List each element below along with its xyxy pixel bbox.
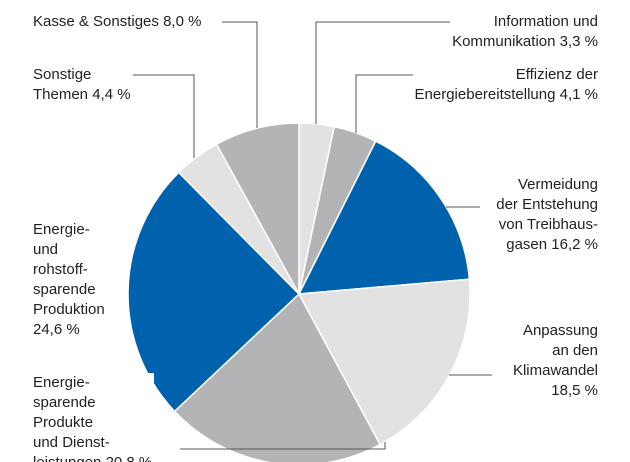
- category-name: Energie- und rohstoff- sparende Produkti…: [33, 221, 105, 318]
- leader-line: [180, 442, 386, 450]
- slice-label: Vermeidung der Entstehung von Treibhaus-…: [494, 175, 600, 255]
- slice-label: Anpassung an den Klimawandel 18,5 %: [510, 321, 600, 401]
- slice-label: Effizienz der Energiebereitstellung 4,1 …: [412, 65, 600, 105]
- value-label: 4,4 %: [92, 86, 131, 103]
- slice-label: Information und Kommunikation 3,3 %: [450, 12, 600, 52]
- value-label: 8,0 %: [163, 13, 202, 30]
- value-label: 20,8 %: [106, 454, 153, 462]
- value-label: 24,6 %: [33, 321, 80, 338]
- category-name: Sonstige Themen: [33, 66, 92, 103]
- category-name: Effizienz der Energiebereitstellung: [414, 66, 598, 103]
- category-name: Kasse & Sonstiges: [33, 13, 159, 30]
- slice-label: Sonstige Themen 4,4 %: [31, 65, 133, 105]
- category-name: Vermeidung der Entstehung von Treibhaus-…: [496, 176, 598, 253]
- leader-line: [315, 21, 462, 124]
- slice-label: Kasse & Sonstiges 8,0 %: [31, 12, 204, 32]
- value-label: 3,3 %: [559, 33, 598, 50]
- pie-slice: [127, 171, 301, 413]
- leader-line: [105, 74, 195, 158]
- value-label: 18,5 %: [551, 382, 598, 399]
- pie-slice: [173, 292, 382, 462]
- pie-slice: [297, 140, 471, 295]
- value-label: 4,1 %: [559, 86, 598, 103]
- value-label: 16,2 %: [551, 236, 598, 253]
- pie-slice: [215, 122, 300, 295]
- slice-label: Energie- sparende Produkte und Dienst- l…: [31, 373, 155, 462]
- leader-line: [222, 21, 258, 128]
- category-name: Anpassung an den Klimawandel: [512, 322, 598, 379]
- category-name: Energie- sparende Produkte und Dienst- l…: [33, 374, 110, 462]
- slice-label: Energie- und rohstoff- sparende Produkti…: [31, 220, 107, 340]
- category-name: Information und Kommunikation: [452, 13, 598, 50]
